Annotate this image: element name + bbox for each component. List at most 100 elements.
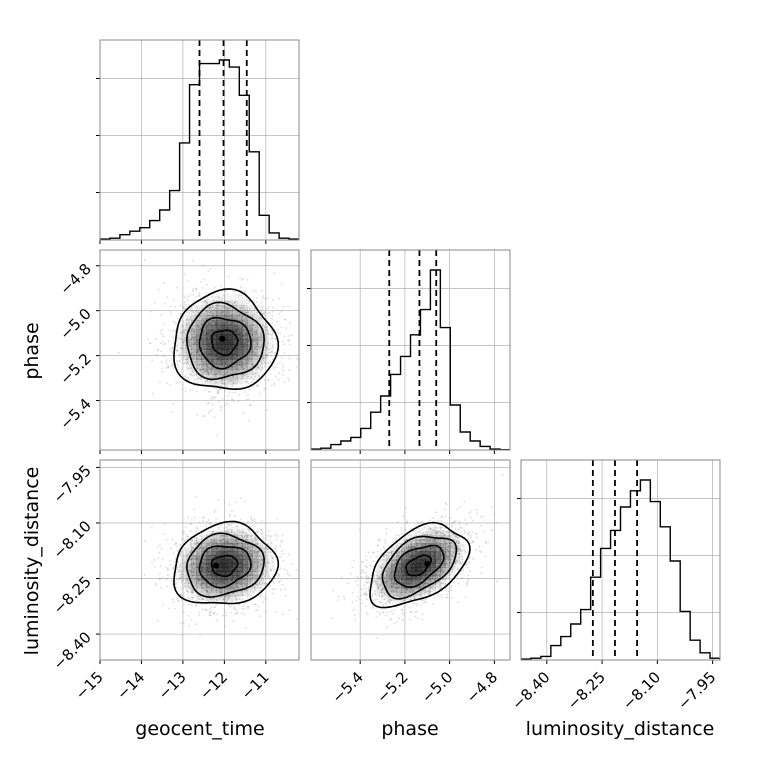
scatter-point xyxy=(239,327,242,330)
density-bin xyxy=(237,364,243,370)
scatter-point xyxy=(219,540,221,543)
scatter-point xyxy=(167,366,170,369)
density-bin xyxy=(190,369,197,375)
scatter-point xyxy=(275,337,277,340)
scatter-point xyxy=(252,323,255,326)
scatter-point xyxy=(172,601,175,603)
scatter-point xyxy=(245,351,248,354)
scatter-point xyxy=(177,366,180,368)
scatter-point xyxy=(351,591,354,594)
scatter-point xyxy=(249,300,251,303)
scatter-point xyxy=(155,582,157,585)
scatter-point xyxy=(224,382,227,385)
scatter-point xyxy=(260,575,263,577)
density-bin xyxy=(226,314,233,321)
scatter-point xyxy=(191,564,194,567)
scatter-point xyxy=(218,364,220,367)
scatter-point xyxy=(183,355,186,358)
scatter-point xyxy=(282,369,285,371)
scatter-point xyxy=(246,582,249,585)
scatter-point xyxy=(246,394,249,397)
scatter-point xyxy=(234,501,237,504)
scatter-point xyxy=(159,329,162,332)
scatter-point xyxy=(244,545,247,548)
scatter-point xyxy=(213,309,216,312)
scatter-point xyxy=(191,309,194,312)
scatter-point xyxy=(265,538,267,540)
scatter-point xyxy=(166,568,169,570)
scatter-point xyxy=(272,580,274,583)
scatter-point xyxy=(208,323,211,326)
scatter-point xyxy=(202,364,204,366)
density-bin xyxy=(242,349,248,355)
scatter-point xyxy=(254,326,257,329)
scatter-point xyxy=(201,572,204,575)
scatter-point xyxy=(202,372,205,374)
scatter-point xyxy=(204,370,207,373)
scatter-point xyxy=(454,527,457,530)
scatter-point xyxy=(205,609,208,612)
scatter-point xyxy=(237,328,240,331)
scatter-point xyxy=(241,310,244,312)
density-bin xyxy=(211,339,217,345)
scatter-point xyxy=(176,349,179,352)
scatter-point xyxy=(240,317,243,320)
scatter-point xyxy=(178,356,181,358)
scatter-point xyxy=(261,306,264,308)
scatter-point xyxy=(255,338,258,341)
scatter-point xyxy=(202,581,204,584)
scatter-point xyxy=(207,373,210,376)
scatter-point xyxy=(211,587,214,590)
scatter-point xyxy=(277,574,280,577)
density-bin xyxy=(247,324,253,331)
scatter-point xyxy=(148,342,151,345)
scatter-point xyxy=(244,586,246,589)
scatter-point xyxy=(187,376,190,379)
scatter-point xyxy=(209,613,212,615)
scatter-point xyxy=(255,345,257,348)
scatter-point xyxy=(258,326,260,329)
scatter-point xyxy=(202,415,205,418)
scatter-point xyxy=(257,530,260,533)
scatter-point xyxy=(266,534,268,537)
scatter-point xyxy=(260,564,262,566)
scatter-point xyxy=(260,362,263,365)
scatter-point xyxy=(171,346,173,349)
scatter-point xyxy=(196,528,199,530)
scatter-point xyxy=(183,339,186,342)
scatter-point xyxy=(251,339,254,342)
scatter-point xyxy=(202,542,205,544)
scatter-point xyxy=(204,593,207,596)
scatter-point xyxy=(376,544,379,547)
scatter-point xyxy=(289,343,291,346)
density-bin xyxy=(190,329,197,336)
scatter-point xyxy=(225,308,228,311)
scatter-point xyxy=(240,278,243,281)
scatter-point xyxy=(262,351,265,354)
scatter-point xyxy=(196,357,199,360)
scatter-point xyxy=(187,321,190,324)
scatter-point xyxy=(213,510,216,513)
density-bin xyxy=(180,339,187,345)
scatter-point xyxy=(261,345,264,348)
scatter-point xyxy=(258,305,261,307)
scatter-point xyxy=(167,365,169,368)
scatter-point xyxy=(143,540,146,542)
scatter-point xyxy=(247,398,250,401)
scatter-point xyxy=(251,324,254,327)
scatter-point xyxy=(223,608,226,611)
scatter-point xyxy=(261,535,264,537)
scatter-point xyxy=(259,369,262,371)
scatter-point xyxy=(212,360,214,363)
scatter-point xyxy=(231,384,234,387)
scatter-point xyxy=(252,340,255,343)
scatter-point xyxy=(187,318,190,321)
scatter-point xyxy=(267,362,270,365)
scatter-point xyxy=(222,382,225,385)
scatter-point xyxy=(283,568,286,570)
scatter-point xyxy=(184,358,187,361)
density-bin xyxy=(242,344,248,350)
scatter-point xyxy=(243,311,246,314)
scatter-point xyxy=(247,302,250,305)
scatter-point xyxy=(241,315,244,318)
